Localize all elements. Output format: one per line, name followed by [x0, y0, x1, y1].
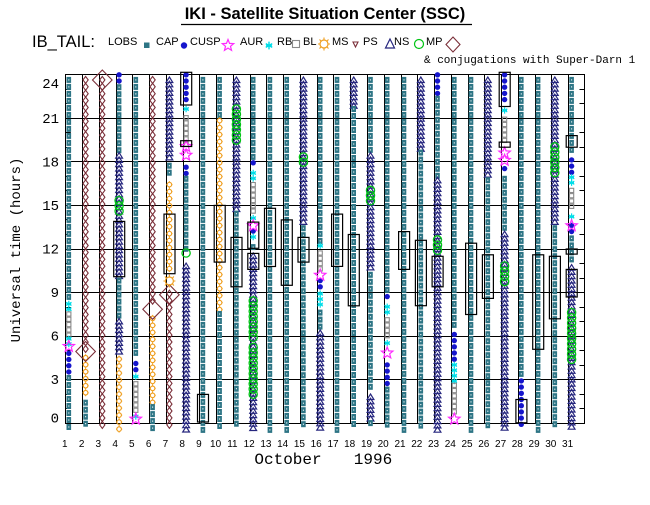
svg-text:IKI - Satellite Situation Cent: IKI - Satellite Situation Center (SSC)	[185, 5, 466, 23]
svg-text:5: 5	[129, 439, 135, 450]
svg-text:21: 21	[394, 439, 406, 450]
svg-text:Universal time (hours): Universal time (hours)	[9, 158, 25, 343]
svg-text:19: 19	[361, 439, 373, 450]
svg-text:& conjugations with Super-Darn: & conjugations with Super-Darn 1	[424, 55, 636, 67]
svg-text:26: 26	[478, 439, 490, 450]
svg-text:MP: MP	[426, 36, 443, 48]
svg-text:11: 11	[227, 439, 238, 450]
svg-text:NS: NS	[394, 36, 409, 48]
svg-text:10: 10	[210, 439, 222, 450]
svg-text:21: 21	[42, 112, 59, 128]
svg-text:15: 15	[42, 199, 59, 215]
svg-text:RB: RB	[277, 36, 292, 48]
svg-text:24: 24	[445, 439, 457, 450]
svg-text:6: 6	[51, 330, 59, 346]
svg-text:20: 20	[378, 439, 390, 450]
svg-text:31: 31	[562, 439, 574, 450]
svg-text:1996: 1996	[354, 451, 392, 469]
svg-text:CUSP: CUSP	[190, 36, 221, 48]
svg-text:9: 9	[196, 439, 202, 450]
svg-text:28: 28	[512, 439, 524, 450]
svg-text:16: 16	[311, 439, 323, 450]
svg-text:6: 6	[146, 439, 152, 450]
svg-text:October: October	[254, 451, 321, 469]
svg-text:30: 30	[545, 439, 557, 450]
svg-text:CAP: CAP	[156, 36, 179, 48]
svg-text:4: 4	[112, 439, 118, 450]
svg-text:LOBS: LOBS	[108, 36, 137, 48]
svg-text:12: 12	[42, 243, 59, 259]
svg-text:29: 29	[529, 439, 541, 450]
svg-text:2: 2	[79, 439, 85, 450]
svg-text:18: 18	[42, 156, 59, 172]
svg-text:18: 18	[344, 439, 356, 450]
svg-text:3: 3	[96, 439, 102, 450]
svg-text:12: 12	[244, 439, 256, 450]
svg-text:23: 23	[428, 439, 440, 450]
svg-text:9: 9	[51, 286, 59, 302]
svg-text:1: 1	[62, 439, 68, 450]
svg-text:17: 17	[327, 439, 339, 450]
svg-text:IB_TAIL:: IB_TAIL:	[32, 33, 95, 51]
svg-text:14: 14	[277, 439, 289, 450]
svg-text:MS: MS	[332, 36, 349, 48]
svg-text:8: 8	[179, 439, 185, 450]
svg-text:22: 22	[411, 439, 423, 450]
svg-text:24: 24	[42, 77, 59, 93]
svg-text:BL: BL	[303, 36, 316, 48]
svg-text:7: 7	[163, 439, 169, 450]
svg-text:PS: PS	[363, 36, 378, 48]
svg-text:15: 15	[294, 439, 306, 450]
svg-text:25: 25	[461, 439, 473, 450]
svg-text:3: 3	[51, 373, 59, 389]
svg-text:0: 0	[51, 412, 59, 428]
svg-text:27: 27	[495, 439, 507, 450]
svg-text:13: 13	[260, 439, 272, 450]
svg-text:AUR: AUR	[240, 36, 263, 48]
